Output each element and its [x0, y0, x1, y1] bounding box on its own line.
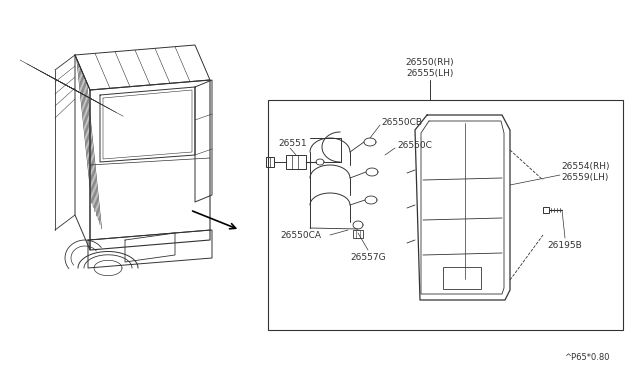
- Bar: [268, 100, 623, 330]
- Text: 26550CB: 26550CB: [381, 118, 422, 126]
- Bar: [543, 207, 549, 213]
- Bar: [266, 157, 274, 167]
- Bar: [353, 230, 363, 238]
- Bar: [286, 155, 306, 169]
- Text: ^P65*0.80: ^P65*0.80: [564, 353, 610, 362]
- Text: 26550(RH)
26555(LH): 26550(RH) 26555(LH): [406, 58, 454, 78]
- Text: 26557G: 26557G: [350, 253, 386, 263]
- Bar: [443, 267, 481, 289]
- Text: 26550C: 26550C: [397, 141, 432, 150]
- Text: 26195B: 26195B: [547, 241, 582, 250]
- Text: 26554(RH)
26559(LH): 26554(RH) 26559(LH): [561, 162, 609, 182]
- Text: 26550CA: 26550CA: [280, 231, 321, 240]
- Text: 26551: 26551: [278, 138, 307, 148]
